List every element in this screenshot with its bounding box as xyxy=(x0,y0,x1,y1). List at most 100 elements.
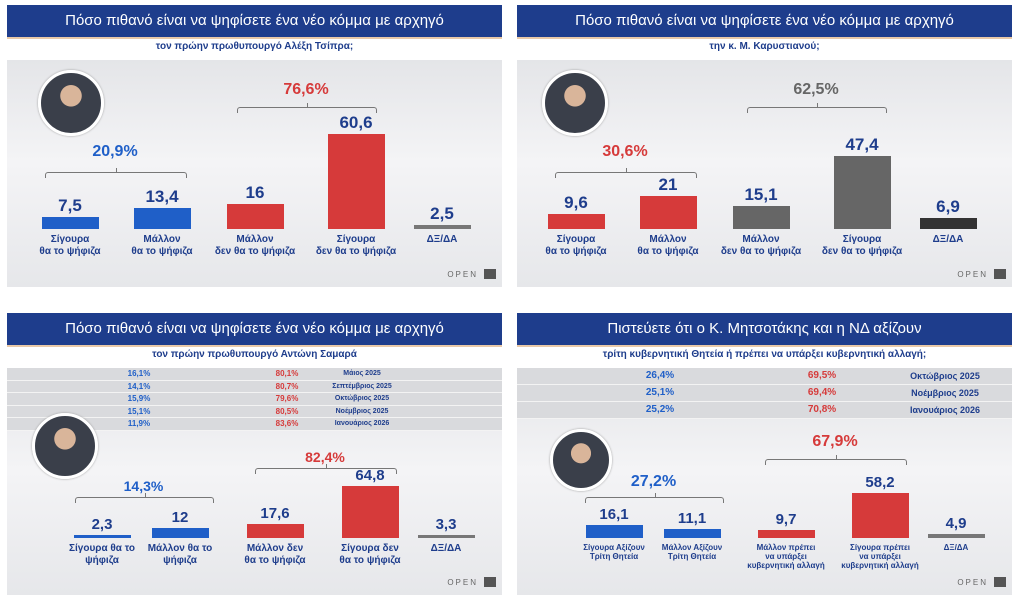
category-label: Σίγουρα θα το ψήφιζα xyxy=(545,234,607,257)
bar-value-label: 4,9 xyxy=(945,515,967,533)
bar-value-label: 3,3 xyxy=(435,516,457,533)
category-label: Σίγουρα δεν θα το ψήφιζα xyxy=(821,234,903,257)
bar xyxy=(73,535,131,538)
history-value: 80,7% xyxy=(275,381,299,391)
group-total-label: 27,2% xyxy=(630,473,677,490)
bar xyxy=(226,203,284,229)
category-label: Σίγουρα θα το ψήφιζα xyxy=(68,543,136,566)
category-label: Μάλλον θα το ψήφιζα xyxy=(637,234,699,257)
category-label: Σίγουρα πρέπει να υπάρξει κυβερνητική αλ… xyxy=(841,543,919,571)
bar-value-label: 9,7 xyxy=(775,511,797,529)
history-row: 15,9% 79,6% Οκτώβριος 2025 xyxy=(7,393,502,406)
history-value: 26,4% xyxy=(645,370,675,381)
history-value: 11,9% xyxy=(127,419,151,429)
history-value: 15,9% xyxy=(127,394,151,404)
chart-panel: Πιστεύετε ότι ο Κ. Μητσοτάκης και η ΝΔ α… xyxy=(517,313,1012,595)
history-period: Ιανουάριος 2026 xyxy=(909,405,981,415)
bar xyxy=(547,214,605,229)
bar-value-label: 2,3 xyxy=(91,516,113,533)
history-period: Νοέμβριος 2025 xyxy=(335,407,389,415)
category-label: ΔΞ/ΔΑ xyxy=(426,234,458,245)
group-total-label: 62,5% xyxy=(793,81,839,98)
history-row: 25,2% 70,8% Ιανουάριος 2026 xyxy=(517,402,1012,419)
history-period: Σεπτέμβριος 2025 xyxy=(332,382,392,390)
bar-value-label: 16,1 xyxy=(599,506,629,524)
bar xyxy=(327,133,385,229)
chart-subtitle: τον πρώην πρωθυπουργό Αντώνη Σαμαρά xyxy=(152,349,357,360)
category-label: Μάλλον πρέπει να υπάρξει κυβερνητική αλλ… xyxy=(747,543,825,571)
history-period: Νοέμβριος 2025 xyxy=(911,388,979,398)
broadcaster-logo-icon xyxy=(484,577,496,587)
bar-value-label: 17,6 xyxy=(260,504,290,522)
bar-value-label: 15,1 xyxy=(744,184,778,204)
group-total-label: 67,9% xyxy=(812,433,858,450)
chart-title: Πόσο πιθανό είναι να ψηφίσετε ένα νέο κό… xyxy=(7,313,502,347)
bar-value-label: 16 xyxy=(245,182,265,202)
bar xyxy=(246,523,304,538)
group-total-label: 14,3% xyxy=(123,478,164,494)
broadcaster-logo-icon xyxy=(994,577,1006,587)
bar-value-label: 12 xyxy=(171,509,189,527)
bar xyxy=(585,525,643,538)
bar-value-label: 13,4 xyxy=(145,186,179,206)
bar xyxy=(927,534,985,538)
bar-value-label: 11,1 xyxy=(677,510,707,528)
history-value: 83,6% xyxy=(275,419,299,429)
broadcaster-logo-icon xyxy=(994,269,1006,279)
category-label: Μάλλον θα το ψήφιζα xyxy=(147,543,213,566)
group-bracket xyxy=(747,103,887,113)
broadcaster-logo-icon xyxy=(484,269,496,279)
history-row: 26,4% 69,5% Οκτώβριος 2025 xyxy=(517,368,1012,385)
bar xyxy=(851,492,909,538)
bar xyxy=(417,535,475,538)
group-total-label: 20,9% xyxy=(92,143,138,160)
bar xyxy=(732,205,790,229)
history-row: 11,9% 83,6% Ιανουάριος 2026 xyxy=(7,418,502,431)
history-period: Ιανουάριος 2026 xyxy=(334,420,390,428)
open-logo: OPEN xyxy=(957,270,988,279)
chart-title: Πιστεύετε ότι ο Κ. Μητσοτάκης και η ΝΔ α… xyxy=(517,313,1012,347)
category-label: Σίγουρα δεν θα το ψήφιζα xyxy=(339,543,401,566)
history-value: 25,2% xyxy=(645,404,675,415)
history-value: 80,5% xyxy=(275,406,299,416)
bar-value-label: 64,8 xyxy=(355,467,385,485)
bar xyxy=(41,217,99,229)
category-label: Μάλλον Αξίζουν Τρίτη Θητεία xyxy=(661,543,723,562)
group-total-label: 82,4% xyxy=(305,449,345,465)
history-value: 25,1% xyxy=(645,387,675,398)
bar xyxy=(639,196,697,229)
bar-value-label: 9,6 xyxy=(564,193,588,213)
category-label: ΔΞ/ΔΑ xyxy=(932,234,964,245)
bar-value-label: 58,2 xyxy=(865,473,895,491)
chart-panel: Πόσο πιθανό είναι να ψηφίσετε ένα νέο κό… xyxy=(7,313,502,595)
open-logo: OPEN xyxy=(447,578,478,587)
category-label: Μάλλον δεν θα το ψήφιζα xyxy=(214,234,296,257)
person-photo-samaras xyxy=(32,413,98,479)
group-bracket xyxy=(585,493,724,503)
category-label: Σίγουρα θα το ψήφιζα xyxy=(39,234,101,257)
history-row: 14,1% 80,7% Σεπτέμβριος 2025 xyxy=(7,380,502,394)
group-total-label: 76,6% xyxy=(283,81,329,98)
bar xyxy=(833,155,891,229)
history-period: Μάιος 2025 xyxy=(343,370,381,377)
category-label: Σίγουρα Αξίζουν Τρίτη Θητεία xyxy=(583,543,645,562)
group-bracket xyxy=(237,103,377,113)
group-bracket xyxy=(75,493,214,503)
person-photo-karystianou xyxy=(542,70,608,136)
chart-panel: Πόσο πιθανό είναι να ψηφίσετε ένα νέο κό… xyxy=(7,5,502,287)
history-value: 15,1% xyxy=(127,406,151,416)
person-photo-tsipras xyxy=(38,70,104,136)
bar xyxy=(757,530,815,538)
history-period: Οκτώβριος 2025 xyxy=(334,395,390,403)
group-bracket xyxy=(45,168,187,178)
category-label: Μάλλον δεν θα το ψήφιζα xyxy=(720,234,802,257)
history-value: 69,4% xyxy=(807,387,837,398)
bar xyxy=(151,528,209,538)
category-label: Μάλλον δεν θα το ψήφιζα xyxy=(244,543,306,566)
person-photo-mitsotakis xyxy=(550,429,612,491)
group-bracket xyxy=(255,464,397,474)
history-period: Οκτώβριος 2025 xyxy=(910,371,980,381)
bar-value-label: 47,4 xyxy=(845,134,879,154)
history-row: 15,1% 80,5% Νοέμβριος 2025 xyxy=(7,405,502,419)
bar-value-label: 21 xyxy=(658,175,678,195)
